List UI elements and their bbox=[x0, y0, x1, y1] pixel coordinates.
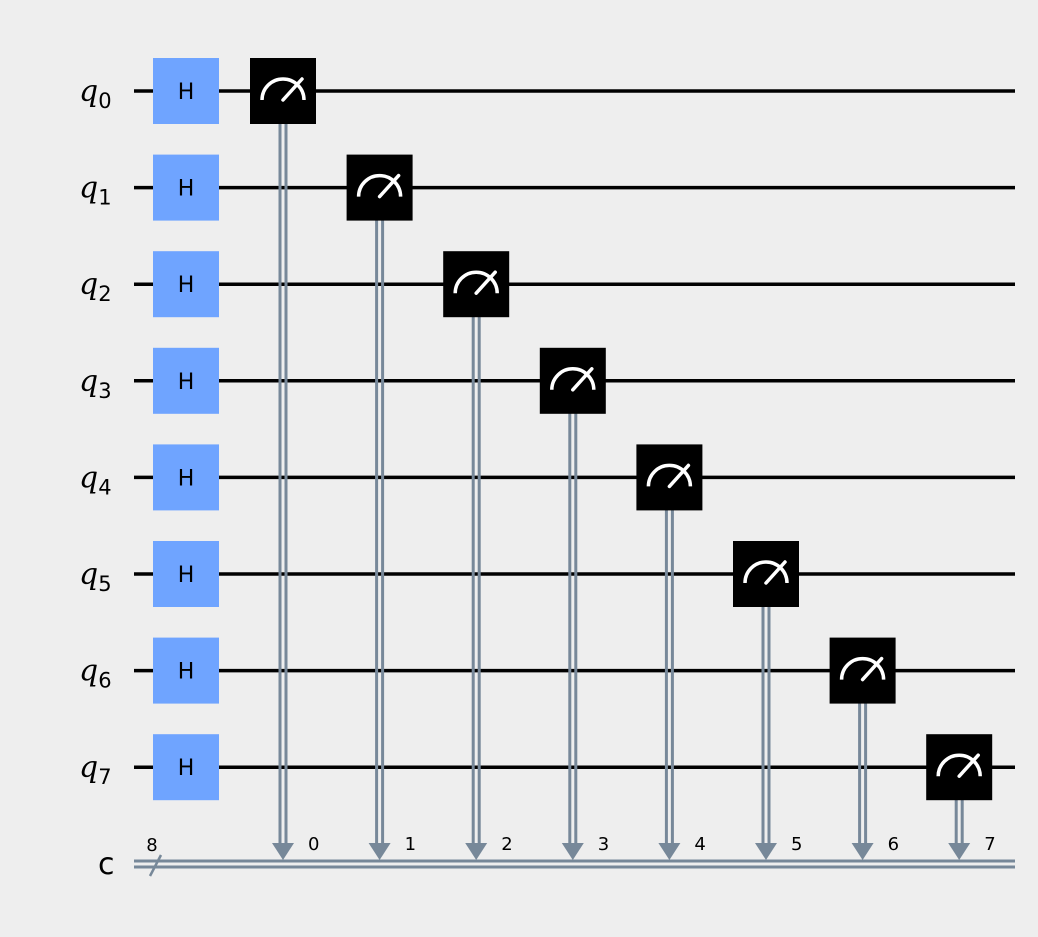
h-gate-label: H bbox=[178, 466, 195, 491]
meter-icon bbox=[839, 656, 886, 680]
measure-gate-box bbox=[250, 58, 316, 124]
register-width-slash bbox=[148, 854, 163, 877]
measure-gate-box bbox=[829, 637, 896, 704]
measure-arrowhead-3 bbox=[561, 843, 584, 860]
meter-icon bbox=[453, 270, 499, 294]
classical-bit-label-6: 6 bbox=[888, 834, 899, 855]
measure-gate-5 bbox=[733, 541, 799, 607]
meter-needle-icon bbox=[667, 463, 691, 489]
qubit-label-index: 6 bbox=[98, 669, 111, 693]
classical-bit-label-5: 5 bbox=[791, 834, 802, 855]
meter-needle-icon bbox=[764, 560, 787, 585]
qubit-label-5: q5 bbox=[79, 557, 112, 596]
h-gate-3 bbox=[153, 347, 219, 414]
h-gate-label: H bbox=[178, 177, 195, 202]
measure-gate-box bbox=[636, 444, 703, 511]
qubit-label-name: q bbox=[79, 171, 98, 206]
measure-arrowhead-4 bbox=[658, 843, 681, 860]
h-gate-6 bbox=[153, 637, 219, 704]
qubit-label-name: q bbox=[79, 557, 98, 592]
measure-gate-6 bbox=[829, 637, 896, 704]
h-gate-label: H bbox=[178, 370, 195, 395]
qubit-label-7: q7 bbox=[79, 750, 112, 789]
h-gate-label: H bbox=[178, 563, 195, 588]
qubit-label-2: q2 bbox=[79, 267, 112, 306]
qubit-label-4: q4 bbox=[79, 460, 112, 499]
qubit-label-name: q bbox=[79, 74, 98, 109]
meter-needle-icon bbox=[377, 173, 401, 199]
meter-icon bbox=[356, 173, 403, 197]
classical-bit-label-0: 0 bbox=[308, 834, 319, 855]
meter-needle-icon bbox=[281, 77, 304, 102]
qubit-label-6: q6 bbox=[79, 654, 112, 693]
h-gate-label: H bbox=[178, 273, 195, 298]
classical-bit-label-4: 4 bbox=[694, 834, 705, 855]
measure-gate-7 bbox=[926, 734, 993, 801]
h-gate-1 bbox=[153, 154, 219, 221]
meter-needle-icon bbox=[474, 270, 497, 295]
qubit-label-index: 4 bbox=[98, 475, 111, 499]
qubit-label-index: 7 bbox=[98, 765, 111, 789]
measure-gate-0 bbox=[250, 58, 316, 124]
measure-arrowhead-1 bbox=[368, 843, 391, 860]
measure-gate-4 bbox=[636, 444, 703, 511]
qubit-label-name: q bbox=[79, 364, 98, 399]
meter-needle-icon bbox=[957, 753, 980, 778]
qubit-label-index: 2 bbox=[98, 282, 111, 306]
qubit-label-3: q3 bbox=[79, 364, 112, 403]
meter-icon bbox=[260, 77, 306, 101]
classical-bit-label-1: 1 bbox=[405, 834, 416, 855]
h-gate-7 bbox=[153, 734, 219, 801]
measure-gate-2 bbox=[443, 251, 510, 318]
classical-bit-label-3: 3 bbox=[598, 834, 609, 855]
measure-arrowhead-5 bbox=[755, 843, 777, 860]
classical-bit-label-7: 7 bbox=[984, 834, 995, 855]
measure-arrowhead-2 bbox=[465, 843, 488, 860]
qubit-label-index: 0 bbox=[98, 89, 111, 113]
measure-gate-box bbox=[733, 541, 799, 607]
qubit-label-name: q bbox=[79, 750, 98, 785]
meter-needle-icon bbox=[860, 656, 884, 682]
measure-arrowhead-7 bbox=[948, 843, 971, 860]
measure-gate-1 bbox=[346, 154, 413, 221]
qubit-label-name: q bbox=[79, 267, 98, 302]
meter-icon bbox=[550, 367, 596, 390]
qubit-label-1: q1 bbox=[79, 171, 112, 210]
qubit-label-index: 5 bbox=[98, 572, 111, 596]
h-gate-4 bbox=[153, 444, 219, 511]
h-gate-0 bbox=[153, 58, 219, 124]
meter-icon bbox=[646, 463, 693, 487]
measure-gate-3 bbox=[539, 347, 606, 414]
gates-layer: H H H H H H H H bbox=[153, 58, 993, 801]
qubit-label-0: q0 bbox=[79, 74, 112, 113]
h-gate-label: H bbox=[178, 80, 195, 105]
measure-gate-box bbox=[926, 734, 993, 801]
classical-register-label: c bbox=[98, 847, 115, 882]
meter-icon bbox=[743, 560, 789, 584]
measure-arrowhead-6 bbox=[851, 843, 874, 860]
measure-gate-box bbox=[346, 154, 413, 221]
meter-icon bbox=[936, 753, 982, 777]
meter-needle-icon bbox=[571, 367, 594, 392]
qubit-label-index: 1 bbox=[98, 186, 111, 210]
measure-gate-box bbox=[443, 251, 510, 318]
register-width-label: 8 bbox=[146, 835, 157, 856]
h-gate-label: H bbox=[178, 660, 195, 685]
qubit-label-name: q bbox=[79, 654, 98, 689]
h-gate-2 bbox=[153, 251, 219, 318]
h-gate-label: H bbox=[178, 756, 195, 781]
measurement-connectors-layer bbox=[272, 91, 971, 860]
measure-arrowhead-0 bbox=[272, 843, 294, 860]
classical-bit-label-2: 2 bbox=[501, 834, 512, 855]
qubit-label-name: q bbox=[79, 460, 98, 495]
measure-gate-box bbox=[539, 347, 606, 414]
h-gate-5 bbox=[153, 541, 219, 607]
qubit-label-index: 3 bbox=[98, 379, 111, 403]
